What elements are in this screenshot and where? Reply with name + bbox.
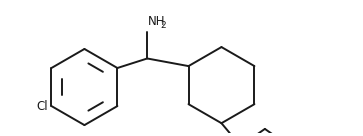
Text: Cl: Cl (37, 100, 48, 113)
Text: NH: NH (148, 15, 166, 28)
Text: 2: 2 (160, 21, 166, 30)
